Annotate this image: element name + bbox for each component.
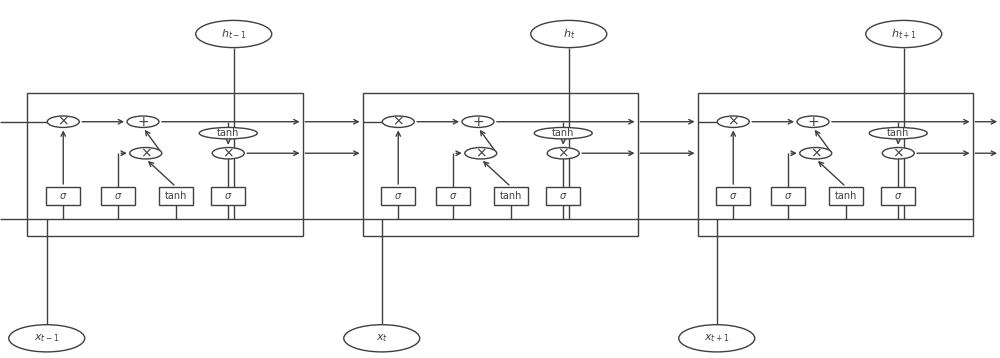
Circle shape xyxy=(882,147,914,159)
Text: ×: × xyxy=(892,146,904,160)
Text: +: + xyxy=(807,115,819,129)
Text: $\sigma$: $\sigma$ xyxy=(394,191,402,201)
FancyBboxPatch shape xyxy=(881,187,915,205)
FancyBboxPatch shape xyxy=(211,187,245,205)
Bar xyxy=(27,93,302,236)
Text: tanh: tanh xyxy=(165,191,187,201)
FancyBboxPatch shape xyxy=(829,187,863,205)
Circle shape xyxy=(717,116,749,127)
Text: $h_{t+1}$: $h_{t+1}$ xyxy=(891,27,917,41)
Text: $\sigma$: $\sigma$ xyxy=(894,191,902,201)
FancyBboxPatch shape xyxy=(46,187,80,205)
Text: $\sigma$: $\sigma$ xyxy=(224,191,232,201)
Circle shape xyxy=(130,147,162,159)
Text: ×: × xyxy=(57,115,69,129)
Text: $\sigma$: $\sigma$ xyxy=(784,191,792,201)
Ellipse shape xyxy=(199,127,257,139)
Circle shape xyxy=(547,147,579,159)
Text: ×: × xyxy=(557,146,569,160)
Text: $x_{t-1}$: $x_{t-1}$ xyxy=(34,333,60,344)
Text: $x_{t+1}$: $x_{t+1}$ xyxy=(704,333,730,344)
Ellipse shape xyxy=(869,127,927,139)
Text: ×: × xyxy=(810,146,822,160)
Circle shape xyxy=(797,116,829,127)
Text: $h_{t-1}$: $h_{t-1}$ xyxy=(221,27,247,41)
Text: ×: × xyxy=(140,146,152,160)
FancyBboxPatch shape xyxy=(101,187,135,205)
FancyBboxPatch shape xyxy=(716,187,750,205)
Text: ×: × xyxy=(222,146,234,160)
Circle shape xyxy=(196,20,272,48)
Circle shape xyxy=(344,325,420,352)
Text: tanh: tanh xyxy=(500,191,522,201)
Circle shape xyxy=(465,147,497,159)
Text: $x_t$: $x_t$ xyxy=(376,333,388,344)
Circle shape xyxy=(800,147,832,159)
Text: $\sigma$: $\sigma$ xyxy=(114,191,122,201)
Text: $\sigma$: $\sigma$ xyxy=(449,191,457,201)
Bar xyxy=(698,93,972,236)
FancyBboxPatch shape xyxy=(494,187,528,205)
Text: +: + xyxy=(472,115,484,129)
Circle shape xyxy=(47,116,79,127)
Text: tanh: tanh xyxy=(217,128,239,138)
Text: $\sigma$: $\sigma$ xyxy=(729,191,737,201)
Bar xyxy=(362,93,638,236)
Circle shape xyxy=(9,325,85,352)
FancyBboxPatch shape xyxy=(159,187,193,205)
Text: $\sigma$: $\sigma$ xyxy=(59,191,67,201)
Text: tanh: tanh xyxy=(552,128,574,138)
Circle shape xyxy=(127,116,159,127)
Circle shape xyxy=(679,325,755,352)
FancyBboxPatch shape xyxy=(771,187,805,205)
Text: ×: × xyxy=(727,115,739,129)
Text: ×: × xyxy=(392,115,404,129)
Text: +: + xyxy=(137,115,149,129)
Circle shape xyxy=(212,147,244,159)
Text: $h_t$: $h_t$ xyxy=(563,27,575,41)
Circle shape xyxy=(866,20,942,48)
Text: tanh: tanh xyxy=(835,191,857,201)
Circle shape xyxy=(382,116,414,127)
Text: tanh: tanh xyxy=(887,128,909,138)
Text: ×: × xyxy=(475,146,487,160)
FancyBboxPatch shape xyxy=(381,187,415,205)
Circle shape xyxy=(462,116,494,127)
FancyBboxPatch shape xyxy=(546,187,580,205)
Ellipse shape xyxy=(534,127,592,139)
Circle shape xyxy=(531,20,607,48)
FancyBboxPatch shape xyxy=(436,187,470,205)
Text: $\sigma$: $\sigma$ xyxy=(559,191,567,201)
